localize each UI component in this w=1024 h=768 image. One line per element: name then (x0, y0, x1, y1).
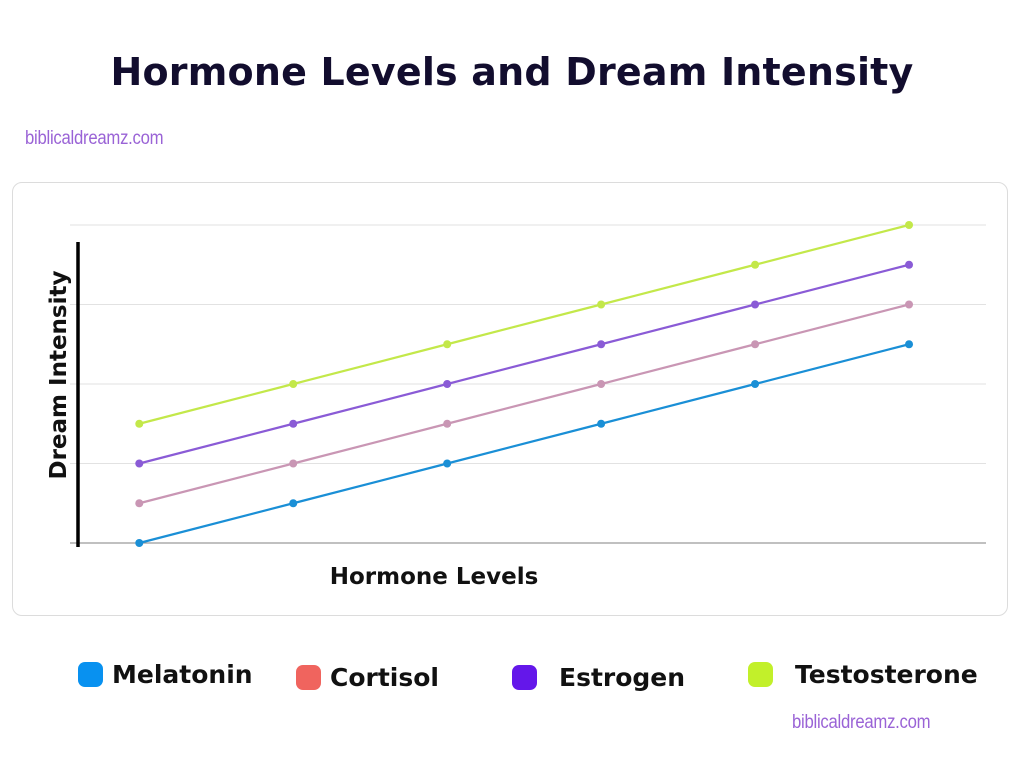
legend-item-melatonin: Melatonin (78, 660, 253, 689)
data-point-estrogen (751, 300, 760, 309)
data-point-testosterone (443, 340, 452, 349)
legend-swatch-melatonin (78, 662, 103, 687)
data-point-testosterone (597, 300, 606, 309)
data-point-testosterone (289, 380, 298, 388)
legend-item-testosterone: Testosterone (748, 660, 978, 689)
data-point-estrogen (597, 340, 606, 349)
chart-title: Hormone Levels and Dream Intensity (110, 50, 914, 94)
data-point-cortisol (905, 300, 914, 309)
data-point-melatonin (135, 539, 144, 547)
legend-label-melatonin: Melatonin (112, 660, 253, 689)
series-melatonin (135, 340, 914, 547)
series-estrogen (135, 260, 914, 468)
series-line-melatonin (139, 343, 910, 545)
data-point-cortisol (751, 340, 760, 349)
watermark-top: biblicaldreamz.com (25, 128, 164, 149)
legend-label-cortisol: Cortisol (330, 663, 439, 692)
data-point-cortisol (597, 380, 606, 388)
legend-item-estrogen: Estrogen (512, 663, 685, 692)
data-point-estrogen (905, 260, 914, 269)
gridlines (70, 224, 986, 544)
series-line-cortisol (139, 303, 910, 505)
watermark-bottom: biblicaldreamz.com (792, 712, 931, 733)
legend-label-estrogen: Estrogen (559, 663, 686, 692)
data-point-testosterone (905, 221, 914, 229)
chart-card (12, 182, 1008, 616)
legend-swatch-cortisol (296, 665, 321, 690)
legend-label-testosterone: Testosterone (795, 660, 978, 689)
legend-item-cortisol: Cortisol (296, 663, 439, 692)
series-layer (135, 221, 914, 547)
y-axis-label: Dream Intensity (46, 271, 72, 480)
data-point-estrogen (443, 380, 452, 388)
series-cortisol (135, 300, 914, 508)
data-point-cortisol (443, 419, 452, 428)
data-point-testosterone (751, 260, 760, 269)
data-point-melatonin (597, 419, 606, 428)
data-point-melatonin (443, 459, 452, 468)
legend-swatch-estrogen (512, 665, 537, 690)
series-line-estrogen (139, 263, 910, 465)
series-line-testosterone (139, 223, 910, 425)
data-point-melatonin (905, 340, 914, 349)
data-point-estrogen (289, 419, 298, 428)
legend-swatch-testosterone (748, 662, 773, 687)
data-point-melatonin (751, 380, 760, 388)
data-point-testosterone (135, 419, 144, 428)
series-testosterone (135, 221, 914, 428)
data-point-melatonin (289, 499, 298, 508)
x-axis-label: Hormone Levels (330, 564, 539, 590)
data-point-cortisol (135, 499, 144, 508)
data-point-cortisol (289, 459, 298, 468)
data-point-estrogen (135, 459, 144, 468)
